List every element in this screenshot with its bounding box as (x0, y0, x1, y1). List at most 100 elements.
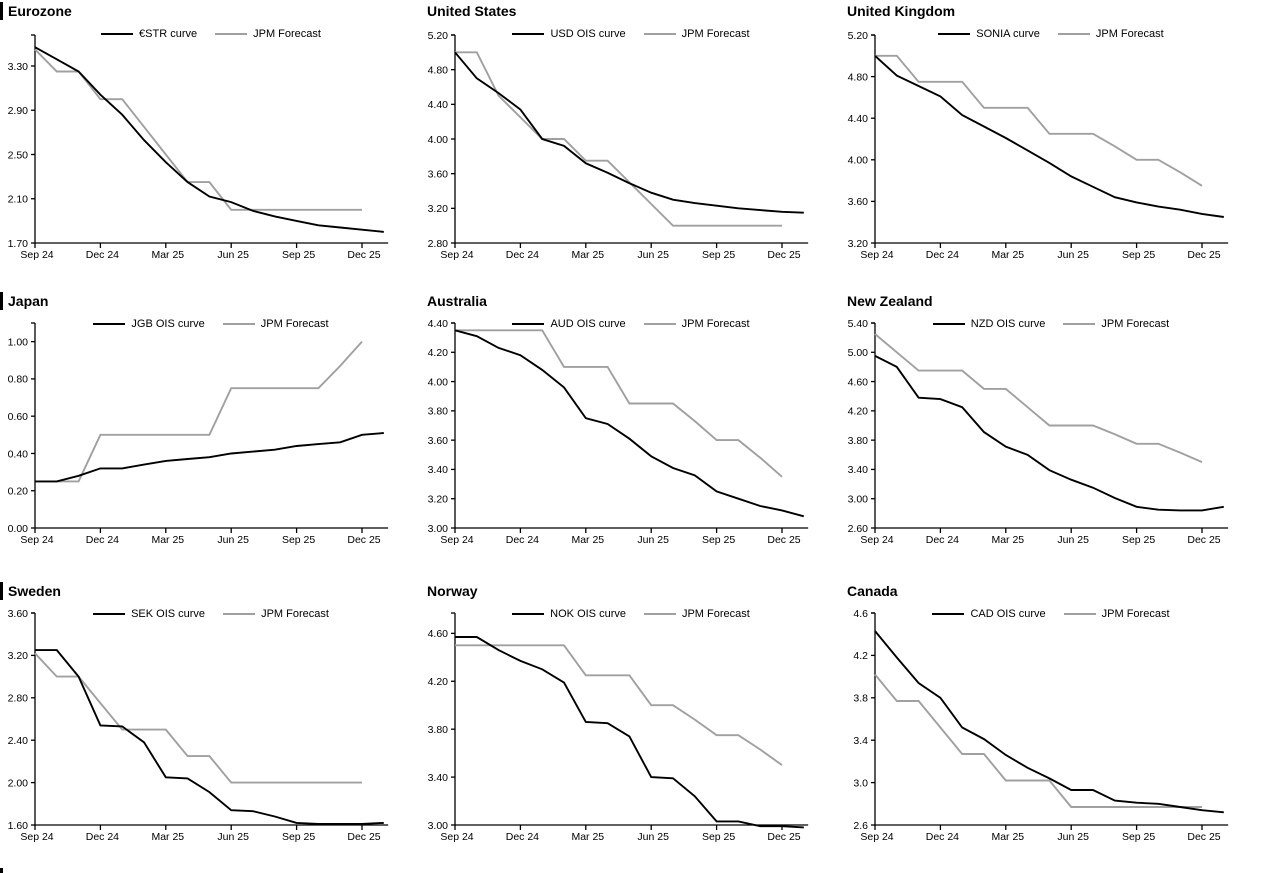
svg-text:Jun 25: Jun 25 (217, 534, 249, 546)
svg-text:0.20: 0.20 (8, 486, 29, 498)
svg-text:Sep 25: Sep 25 (702, 831, 735, 843)
svg-text:3.8: 3.8 (853, 693, 868, 705)
legend-item-ois: SONIA curve (938, 28, 1040, 40)
svg-text:Jun 25: Jun 25 (637, 831, 669, 843)
section-bar (0, 1, 3, 20)
chart-title: New Zealand (847, 292, 933, 309)
svg-text:3.0: 3.0 (853, 777, 868, 789)
svg-text:5.40: 5.40 (848, 318, 869, 330)
svg-text:4.00: 4.00 (428, 134, 449, 146)
legend: SONIA curve JPM Forecast (875, 28, 1227, 40)
legend-label: NZD OIS curve (970, 318, 1046, 330)
forecast-line-sample-icon (223, 613, 256, 615)
svg-text:2.90: 2.90 (8, 105, 29, 117)
svg-text:Sep 24: Sep 24 (20, 534, 53, 546)
line-chart: 3.00 3.20 3.40 3.60 3.80 4.00 4.20 4.40 Sep 24 De… (428, 318, 809, 546)
ois-line-sample-icon (512, 33, 545, 35)
chart-panel-sweden: Sweden 1.60 2.00 2.40 2.80 3.20 3.60 Sep 24 Dec… (0, 580, 420, 873)
legend: AUD OIS curve JPM Forecast (455, 318, 807, 330)
legend-item-forecast: JPM Forecast (643, 318, 750, 330)
legend-label: JPM Forecast (1101, 608, 1170, 620)
chart-panel-norway: Norway 3.00 3.40 3.80 4.20 4.60 Sep 24 Dec 24 M… (420, 580, 840, 873)
legend-label: JPM Forecast (681, 28, 750, 40)
svg-text:3.20: 3.20 (8, 650, 29, 662)
svg-text:Dec 24: Dec 24 (926, 831, 959, 843)
svg-text:Sep 25: Sep 25 (282, 249, 315, 261)
svg-text:Dec 25: Dec 25 (347, 249, 380, 261)
legend: SEK OIS curve JPM Forecast (35, 608, 387, 620)
svg-text:Dec 25: Dec 25 (1187, 534, 1220, 546)
svg-text:3.80: 3.80 (428, 406, 449, 418)
chart-panel-japan: Japan 0.00 0.20 0.40 0.60 0.80 1.00 Sep 24 Dec … (0, 290, 420, 580)
svg-text:Sep 25: Sep 25 (1122, 534, 1155, 546)
svg-text:3.00: 3.00 (428, 523, 449, 535)
svg-text:Sep 25: Sep 25 (282, 831, 315, 843)
svg-text:Mar 25: Mar 25 (571, 831, 604, 843)
legend-label: €STR curve (139, 28, 198, 40)
chart-title: Canada (847, 582, 898, 599)
svg-text:2.40: 2.40 (8, 735, 29, 747)
svg-text:Sep 24: Sep 24 (440, 249, 473, 261)
svg-text:2.50: 2.50 (8, 149, 29, 161)
legend-label: JGB OIS curve (131, 318, 205, 330)
line-chart: 3.20 3.60 4.00 4.40 4.80 5.20 Sep 24 Dec 24 Mar … (848, 30, 1229, 261)
legend-item-forecast: JPM Forecast (1063, 318, 1169, 330)
legend-label: JPM Forecast (681, 608, 750, 620)
svg-text:3.4: 3.4 (853, 735, 868, 747)
chart-title: Japan (8, 292, 49, 309)
svg-text:Dec 24: Dec 24 (506, 249, 539, 261)
legend: CAD OIS curve JPM Forecast (875, 608, 1227, 620)
svg-text:Sep 24: Sep 24 (860, 534, 893, 546)
svg-text:Sep 24: Sep 24 (20, 249, 53, 261)
svg-text:Dec 24: Dec 24 (86, 831, 119, 843)
legend-item-ois: AUD OIS curve (512, 318, 626, 330)
chart-panel-united-kingdom: United Kingdom 3.20 3.60 4.00 4.40 4.80 5.20 S… (840, 0, 1264, 290)
svg-text:4.6: 4.6 (853, 608, 868, 620)
svg-text:3.80: 3.80 (428, 724, 449, 736)
svg-text:3.00: 3.00 (428, 820, 449, 832)
legend: USD OIS curve JPM Forecast (455, 28, 807, 40)
svg-text:Dec 25: Dec 25 (347, 534, 380, 546)
chart-title: United Kingdom (847, 2, 956, 19)
svg-text:3.20: 3.20 (848, 238, 869, 250)
svg-text:3.60: 3.60 (428, 435, 449, 447)
svg-text:4.80: 4.80 (848, 71, 869, 83)
title-row: United Kingdom (840, 1, 955, 20)
svg-text:Sep 24: Sep 24 (20, 831, 53, 843)
svg-text:0.40: 0.40 (8, 448, 29, 460)
svg-text:Dec 25: Dec 25 (1187, 249, 1220, 261)
forecast-line-sample-icon (1063, 613, 1096, 615)
legend: JGB OIS curve JPM Forecast (35, 318, 387, 330)
forecast-line-sample-icon (643, 33, 676, 35)
svg-text:0.60: 0.60 (8, 411, 29, 423)
svg-text:3.60: 3.60 (848, 196, 869, 208)
forecast-line-sample-icon (1057, 33, 1090, 35)
svg-text:4.00: 4.00 (428, 376, 449, 388)
legend-item-forecast: JPM Forecast (223, 608, 329, 620)
line-chart: 2.6 3.0 3.4 3.8 4.2 4.6 Sep 24 Dec 24 Mar 25 Jun … (853, 608, 1229, 843)
svg-text:0.80: 0.80 (8, 374, 29, 386)
legend-label: JPM Forecast (681, 318, 750, 330)
legend-label: CAD OIS curve (970, 608, 1046, 620)
svg-text:Mar 25: Mar 25 (991, 534, 1024, 546)
svg-text:2.80: 2.80 (8, 693, 29, 705)
ois-line-sample-icon (512, 323, 545, 325)
svg-text:4.80: 4.80 (428, 64, 449, 76)
svg-text:Sep 24: Sep 24 (860, 831, 893, 843)
legend-item-ois: USD OIS curve (512, 28, 626, 40)
legend-label: JPM Forecast (1095, 28, 1164, 40)
svg-text:Jun 25: Jun 25 (217, 249, 249, 261)
title-row: New Zealand (840, 291, 933, 310)
chart-title: Australia (427, 292, 487, 309)
line-chart: 2.80 3.20 3.60 4.00 4.40 4.80 5.20 Sep 24 Dec 24… (428, 30, 809, 261)
section-bar (0, 291, 3, 310)
svg-text:Sep 24: Sep 24 (860, 249, 893, 261)
title-row: United States (420, 1, 516, 20)
svg-text:Dec 25: Dec 25 (767, 831, 800, 843)
legend-label: JPM Forecast (253, 28, 321, 40)
svg-text:Mar 25: Mar 25 (991, 831, 1024, 843)
chart-panel-eurozone: Eurozone 1.70 2.10 2.50 2.90 3.30 Sep 24 Dec 2… (0, 0, 420, 290)
legend-item-ois: NOK OIS curve (512, 608, 626, 620)
legend: NOK OIS curve JPM Forecast (455, 608, 807, 620)
forecast-line-sample-icon (643, 323, 676, 325)
